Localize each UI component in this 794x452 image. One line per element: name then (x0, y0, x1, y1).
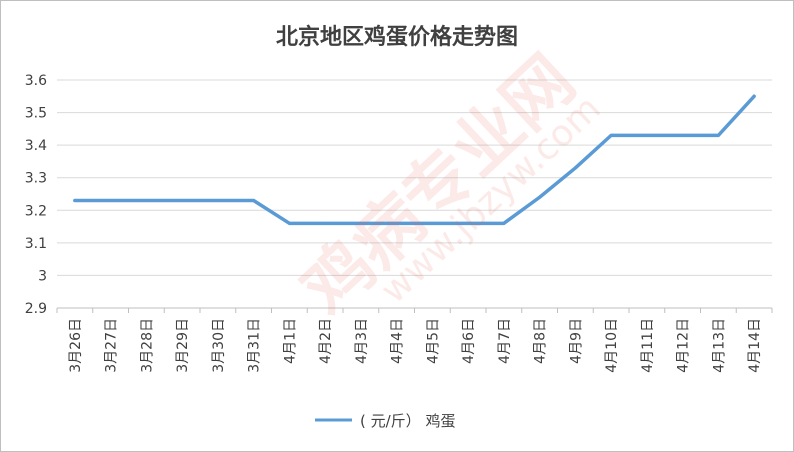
y-tick-label: 3.1 (25, 236, 47, 252)
data-point (395, 221, 399, 225)
x-tick-label: 3月27日 (104, 318, 120, 373)
data-point (287, 221, 291, 225)
x-tick-label: 4月11日 (640, 318, 656, 373)
legend-label: ( 元/斤） 鸡蛋 (360, 412, 455, 430)
x-tick-label: 4月7日 (497, 318, 513, 364)
x-tick-label: 4月5日 (425, 318, 441, 364)
x-tick-label: 3月28日 (139, 318, 155, 373)
data-point (323, 221, 327, 225)
x-tick-labels: 3月26日 3月27日 3月28日 3月29日 3月30日 3月31日 4月1日 4月2日 4月… (68, 318, 763, 373)
y-tick-label: 3.4 (25, 138, 47, 154)
data-point (73, 199, 77, 203)
chart-title: 北京地区鸡蛋价格走势图 (276, 24, 518, 50)
y-tick-label: 2.9 (25, 301, 47, 317)
data-point (573, 166, 577, 170)
data-point (502, 221, 506, 225)
gridlines (57, 79, 772, 276)
data-point (144, 199, 148, 203)
legend: ( 元/斤） 鸡蛋 (315, 412, 455, 430)
data-point (538, 195, 542, 199)
x-tick-label: 3月31日 (247, 318, 263, 373)
y-tick-label: 3 (38, 268, 47, 284)
x-tick-label: 4月6日 (461, 318, 477, 364)
data-point (681, 133, 685, 137)
x-tick-label: 3月29日 (175, 318, 191, 373)
data-point (430, 221, 434, 225)
x-tick-label: 4月4日 (390, 318, 406, 364)
data-point (609, 133, 613, 137)
data-point (359, 221, 363, 225)
x-tick-label: 4月14日 (747, 318, 763, 373)
data-point (216, 199, 220, 203)
x-tick-label: 4月9日 (568, 318, 584, 364)
series-layer (73, 94, 756, 226)
data-point (466, 221, 470, 225)
x-tick-label: 4月12日 (676, 318, 692, 373)
data-point (752, 94, 756, 98)
data-point (252, 199, 256, 203)
x-tick-label: 4月2日 (318, 318, 334, 364)
x-tick-label: 3月30日 (211, 318, 227, 373)
axes (56, 307, 773, 313)
series-line (73, 94, 756, 226)
data-point (109, 199, 113, 203)
x-tick-label: 4月10日 (604, 318, 620, 373)
y-tick-label: 3.5 (25, 106, 47, 122)
y-tick-label: 3.3 (25, 171, 47, 187)
y-tick-labels: 2.9 3 3.1 3.2 3.3 3.4 3.5 3.6 (25, 73, 47, 317)
data-point (716, 133, 720, 137)
y-tick-label: 3.6 (25, 73, 47, 89)
data-point (645, 133, 649, 137)
x-tick-label: 4月13日 (711, 318, 727, 373)
data-point (180, 199, 184, 203)
y-tick-label: 3.2 (25, 203, 47, 219)
x-tick-label: 4月1日 (282, 318, 298, 364)
x-tick-label: 4月8日 (533, 318, 549, 364)
x-tick-label: 3月26日 (68, 318, 84, 373)
x-tick-label: 4月3日 (354, 318, 370, 364)
